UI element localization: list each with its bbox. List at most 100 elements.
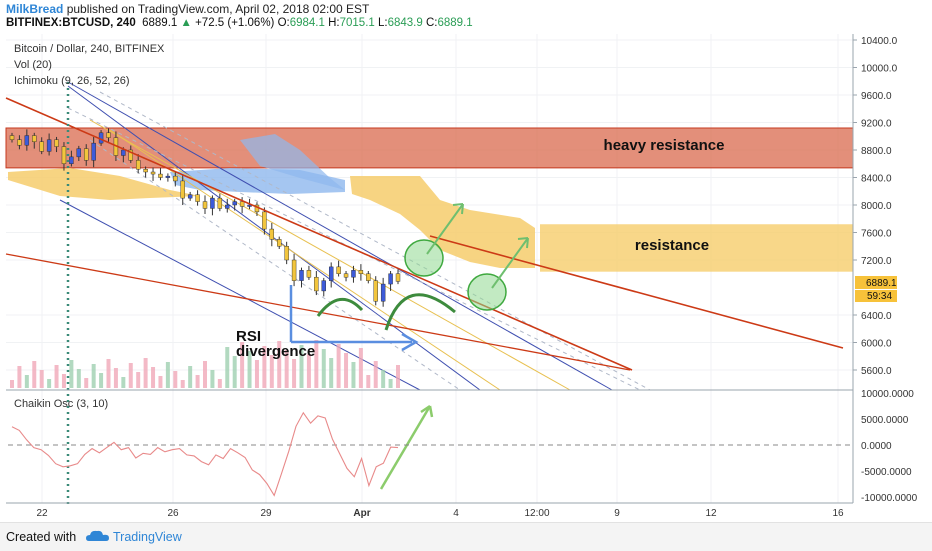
oscillator-arrow — [379, 405, 432, 490]
countdown-text: 59:34 — [867, 291, 892, 302]
oscillator-arrowhead — [420, 404, 434, 418]
legend-volume: Vol (20) — [14, 59, 52, 71]
volume-bar — [381, 370, 386, 388]
candle — [210, 197, 215, 209]
channel-line — [89, 119, 571, 391]
price-tick-label: 7600.0 — [861, 229, 892, 240]
candle — [306, 270, 312, 278]
volume-bar — [232, 356, 237, 388]
candle — [84, 148, 89, 161]
volume-bar — [225, 347, 230, 388]
candle — [225, 204, 230, 209]
divergence-arrowhead — [401, 332, 419, 352]
volume-bar — [269, 355, 274, 388]
tradingview-link[interactable]: TradingView — [113, 530, 182, 544]
candle — [150, 171, 156, 175]
candle — [158, 173, 163, 178]
volume-bar — [351, 362, 356, 388]
price-tick-label: 8400.0 — [861, 174, 892, 185]
footer-bar: Created with TradingView — [0, 522, 932, 551]
price-tick-label: 6000.0 — [861, 339, 892, 350]
heavy-resistance-zone — [5, 127, 854, 169]
ichimoku-cloud — [8, 134, 535, 268]
time-tick-label: 29 — [260, 508, 272, 519]
volume-bar — [47, 379, 52, 388]
price-tick-label: 5600.0 — [861, 366, 892, 377]
tradingview-cloud-icon — [86, 530, 109, 541]
candle — [180, 180, 185, 199]
candle — [24, 135, 30, 146]
candle — [143, 169, 148, 173]
candle — [187, 194, 193, 199]
volume-bar — [396, 365, 400, 388]
high-label: H: — [328, 17, 340, 29]
volume-bar — [17, 366, 22, 388]
volume-bar — [358, 348, 363, 388]
arc-pattern — [316, 298, 364, 317]
time-tick-label: Apr — [353, 508, 370, 519]
chaikin-osc-line — [11, 411, 399, 497]
price-tick-label: 9200.0 — [861, 119, 892, 130]
volume-bar — [321, 349, 326, 388]
volume-bar — [106, 359, 111, 388]
osc-tick-label: 5000.0000 — [861, 415, 909, 426]
last-price-badge-text: 6889.1 — [866, 278, 897, 289]
channel-line — [89, 139, 461, 391]
channel-line — [67, 81, 613, 391]
trendline — [5, 97, 633, 371]
time-tick-label: 4 — [453, 508, 459, 519]
time-tick-label: 22 — [36, 508, 48, 519]
volume-bar — [195, 375, 200, 388]
volume-bar — [299, 345, 304, 388]
created-with-label: Created with — [6, 530, 77, 544]
candle — [46, 139, 52, 152]
candle — [173, 175, 178, 182]
volume-bar — [113, 368, 118, 388]
candle — [380, 283, 386, 302]
candle — [106, 132, 111, 138]
price-change: +72.5 (+1.06%) — [195, 17, 275, 29]
time-tick-label: 9 — [614, 508, 620, 519]
projection-arrow — [491, 237, 529, 289]
osc-tick-label: 0.0000 — [861, 441, 892, 452]
volume-bar — [373, 361, 378, 388]
projection-circle — [467, 273, 507, 311]
volume-bar — [32, 361, 37, 388]
osc-tick-label: 10000.0000 — [861, 389, 914, 400]
candle — [388, 273, 393, 285]
legend-title: Bitcoin / Dollar, 240, BITFINEX — [14, 43, 165, 55]
volume-bar — [344, 353, 349, 388]
candle — [61, 146, 67, 164]
volume-bar — [240, 342, 245, 388]
volume-bar — [69, 360, 74, 388]
trendline — [5, 253, 631, 371]
candle — [202, 201, 208, 209]
volume-bar — [388, 379, 393, 388]
candle — [232, 201, 237, 206]
author-name[interactable]: MilkBread — [6, 2, 64, 16]
volume-bar — [99, 373, 104, 388]
candle — [54, 139, 59, 147]
trendline — [429, 235, 844, 349]
time-tick-label: 26 — [167, 508, 179, 519]
candle — [17, 139, 22, 146]
rsi-label-line2: divergence — [236, 343, 315, 360]
candle — [76, 148, 82, 158]
volume-bars — [10, 340, 400, 388]
volume-bar — [91, 364, 96, 388]
chart-canvas[interactable]: Bitcoin / Dollar, 240, BITFINEX Vol (20)… — [0, 0, 932, 522]
volume-bar — [203, 361, 207, 388]
price-tick-label: 9600.0 — [861, 91, 892, 102]
last-price: 6889.1 — [142, 17, 178, 29]
candle — [284, 246, 289, 261]
arc-pattern — [384, 293, 456, 331]
cloud-segment — [240, 134, 345, 190]
volume-bar — [24, 375, 29, 388]
volume-bar — [136, 372, 141, 388]
candle — [9, 135, 15, 140]
close-label: C: — [425, 17, 438, 29]
candle — [373, 280, 378, 302]
volume-bar — [121, 377, 126, 388]
resistance-zone — [540, 224, 853, 272]
drawings — [5, 82, 844, 508]
